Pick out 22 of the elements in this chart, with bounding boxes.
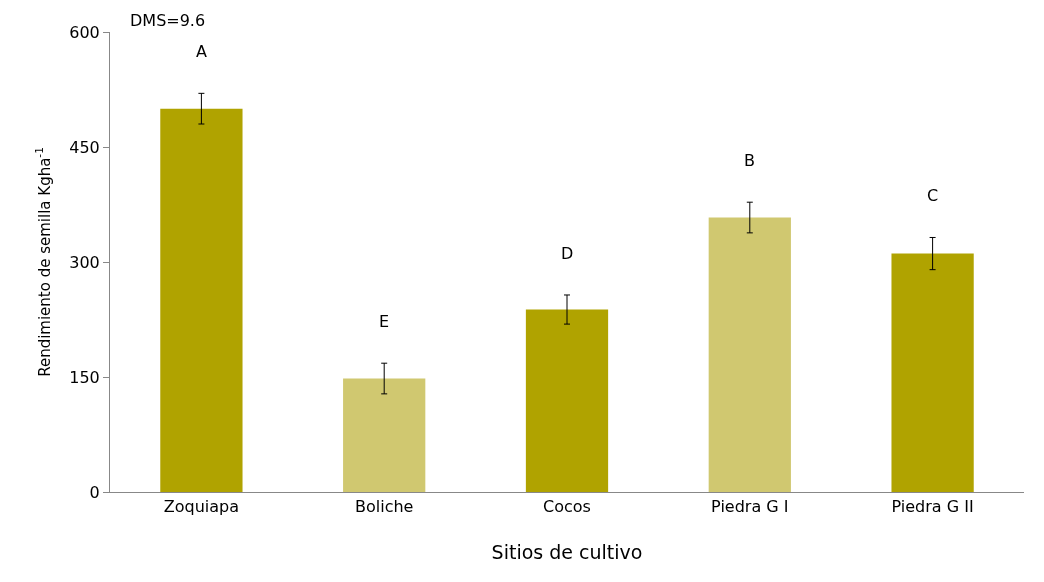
y-tick-label: 600 — [69, 22, 100, 42]
bar — [343, 378, 426, 492]
bar — [708, 217, 791, 492]
data-label: B — [744, 151, 755, 170]
bar — [525, 309, 609, 492]
x-tick-label: Cocos — [543, 497, 591, 517]
x-tick-label: Boliche — [354, 497, 414, 517]
x-tick-label: Piedra G I — [711, 497, 789, 517]
y-tick-label: 300 — [69, 252, 100, 272]
x-tick-label: Zoquiapa — [163, 497, 240, 517]
text: DMS=9.6 — [130, 11, 206, 30]
data-label: D — [561, 244, 574, 263]
bar — [160, 108, 243, 492]
data-label: E — [379, 312, 390, 331]
x-axis-title: Sitios de cultivo — [491, 541, 643, 563]
bar — [891, 253, 974, 492]
y-tick-label: 0 — [89, 482, 100, 502]
y-tick-label: 150 — [69, 367, 100, 387]
y-tick-label: 450 — [69, 137, 100, 157]
data-label: C — [927, 186, 939, 205]
data-label: A — [196, 42, 207, 61]
x-tick-label: Piedra G II — [891, 497, 974, 517]
